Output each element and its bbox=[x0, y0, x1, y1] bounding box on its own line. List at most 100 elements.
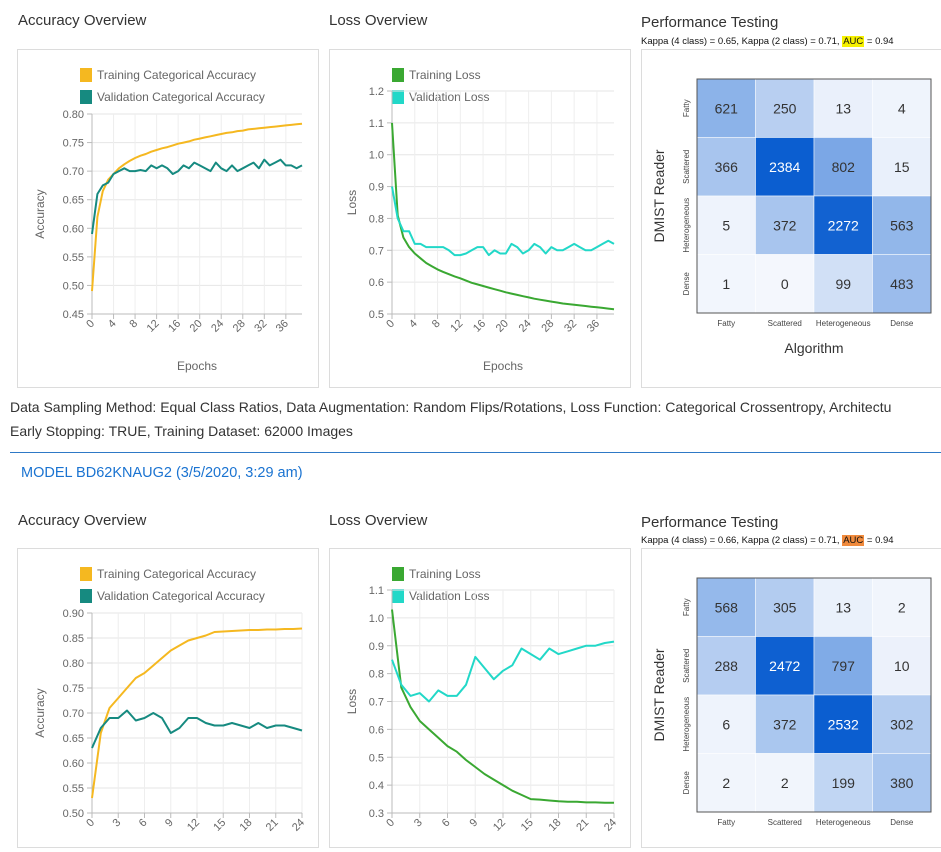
x-tick-label: 4 bbox=[407, 318, 420, 331]
kappa-summary: Kappa (4 class) = 0.65, Kappa (2 class) … bbox=[641, 36, 894, 47]
x-tick-label: 28 bbox=[231, 318, 248, 335]
y-axis-label: Accuracy bbox=[33, 688, 47, 737]
heatmap-cell-value: 99 bbox=[835, 276, 851, 292]
heatmap-cell bbox=[813, 636, 873, 696]
x-tick-label: 0 bbox=[84, 817, 97, 830]
legend-swatch[interactable] bbox=[392, 90, 404, 104]
y-tick-label: 1.0 bbox=[369, 613, 384, 625]
heatmap-cell-value: 288 bbox=[715, 658, 739, 674]
x-tick-label: 24 bbox=[517, 318, 534, 335]
heatmap-cell-value: 13 bbox=[835, 100, 851, 116]
legend-label[interactable]: Training Loss bbox=[409, 68, 481, 82]
auc-value: = 0.94 bbox=[864, 36, 894, 47]
heatmap-cell bbox=[872, 254, 932, 314]
y-tick-label: 0.8 bbox=[369, 669, 384, 681]
x-tick-label: 16 bbox=[166, 318, 183, 335]
accuracy-chart: Training Categorical Accuracy Validation … bbox=[33, 68, 303, 373]
heatmap-cell bbox=[696, 753, 756, 813]
col-label: Dense bbox=[890, 319, 914, 328]
heatmap-cell bbox=[755, 636, 815, 696]
x-tick-label: 9 bbox=[163, 817, 176, 830]
accuracy-chart-panel: Training Categorical Accuracy Validation … bbox=[17, 49, 319, 388]
legend-label[interactable]: Validation Loss bbox=[409, 90, 490, 104]
heatmap-cell bbox=[872, 577, 932, 637]
series-line-training bbox=[391, 122, 615, 311]
y-tick-label: 0.6 bbox=[369, 277, 384, 289]
legend-swatch[interactable] bbox=[392, 589, 404, 603]
legend-label[interactable]: Training Categorical Accuracy bbox=[97, 68, 256, 82]
y-tick-label: 0.60 bbox=[63, 223, 84, 235]
col-label: Scattered bbox=[768, 319, 802, 328]
heatmap-cell bbox=[755, 78, 815, 138]
heatmap-cell bbox=[872, 694, 932, 754]
heatmap-cell-value: 0 bbox=[781, 276, 789, 292]
col-label: Fatty bbox=[717, 818, 735, 827]
x-tick-label: 8 bbox=[430, 318, 443, 331]
x-tick-label: 21 bbox=[264, 817, 281, 834]
heatmap-cell-value: 15 bbox=[894, 159, 910, 175]
legend-swatch[interactable] bbox=[80, 68, 92, 82]
heatmap-cell-value: 199 bbox=[832, 775, 856, 791]
legend-swatch[interactable] bbox=[80, 589, 92, 603]
model-header-link[interactable]: MODEL BD62KNAUG2 (3/5/2020, 3:29 am) bbox=[21, 465, 303, 481]
y-axis-label: Loss bbox=[345, 689, 359, 714]
heatmap-cell bbox=[696, 636, 756, 696]
auc-label: AUC bbox=[842, 535, 865, 546]
legend-swatch[interactable] bbox=[80, 90, 92, 104]
x-tick-label: 12 bbox=[145, 318, 162, 335]
heatmap-cell-value: 372 bbox=[773, 716, 797, 732]
x-tick-label: 12 bbox=[448, 318, 465, 335]
series-line-training bbox=[91, 627, 303, 799]
y-tick-label: 0.7 bbox=[369, 245, 384, 257]
x-tick-label: 18 bbox=[546, 817, 563, 834]
legend-label[interactable]: Training Categorical Accuracy bbox=[97, 567, 256, 581]
performance-testing-title: Performance Testing bbox=[641, 514, 779, 531]
loss-overview-title: Loss Overview bbox=[329, 12, 428, 29]
legend-label[interactable]: Validation Loss bbox=[409, 589, 490, 603]
heatmap-cell bbox=[813, 694, 873, 754]
legend-label[interactable]: Validation Categorical Accuracy bbox=[97, 90, 265, 104]
y-axis-label: Accuracy bbox=[33, 189, 47, 238]
heatmap-cell bbox=[755, 577, 815, 637]
legend-swatch[interactable] bbox=[80, 567, 92, 581]
col-label: Scattered bbox=[768, 818, 802, 827]
legend-swatch[interactable] bbox=[392, 68, 404, 82]
y-tick-label: 0.65 bbox=[63, 195, 84, 207]
x-tick-label: 8 bbox=[127, 318, 140, 331]
auc-label: AUC bbox=[842, 36, 865, 47]
heatmap-cell bbox=[813, 577, 873, 637]
y-tick-label: 1.1 bbox=[369, 118, 384, 130]
x-axis-label: Epochs bbox=[177, 359, 217, 373]
accuracy-overview-title: Accuracy Overview bbox=[18, 512, 147, 529]
series-line-validation bbox=[391, 640, 615, 703]
heatmap-cell-value: 2532 bbox=[828, 716, 859, 732]
heatmap-cell-value: 6 bbox=[722, 716, 730, 732]
heatmap-cell bbox=[872, 78, 932, 138]
row-label: Fatty bbox=[682, 598, 691, 616]
col-label: Fatty bbox=[717, 319, 735, 328]
x-axis-label: Algorithm bbox=[784, 340, 843, 356]
heatmap-cell bbox=[755, 254, 815, 314]
confusion-matrix-panel: 568 305 13 2 288 2472 797 10 6 372 2532 302 2 2 199 380… bbox=[641, 548, 941, 848]
y-tick-label: 0.85 bbox=[63, 633, 84, 645]
x-tick-label: 32 bbox=[562, 318, 579, 335]
legend-swatch[interactable] bbox=[392, 567, 404, 581]
x-tick-label: 0 bbox=[384, 318, 397, 331]
heatmap-cell bbox=[813, 195, 873, 255]
x-tick-label: 18 bbox=[237, 817, 254, 834]
x-tick-label: 20 bbox=[494, 318, 511, 335]
x-tick-label: 24 bbox=[602, 817, 619, 834]
series-line-validation bbox=[391, 186, 615, 257]
y-tick-label: 0.75 bbox=[63, 138, 84, 150]
series-line-training bbox=[91, 122, 303, 292]
legend-label[interactable]: Validation Categorical Accuracy bbox=[97, 589, 265, 603]
x-tick-label: 16 bbox=[471, 318, 488, 335]
col-label: Heterogeneous bbox=[816, 319, 871, 328]
heatmap-cell bbox=[696, 137, 756, 197]
legend-label[interactable]: Training Loss bbox=[409, 567, 481, 581]
heatmap-cell-value: 2 bbox=[898, 599, 906, 615]
y-tick-label: 0.5 bbox=[369, 309, 384, 321]
y-tick-label: 0.60 bbox=[63, 758, 84, 770]
heatmap-cell bbox=[696, 577, 756, 637]
heatmap-cell-value: 4 bbox=[898, 100, 906, 116]
